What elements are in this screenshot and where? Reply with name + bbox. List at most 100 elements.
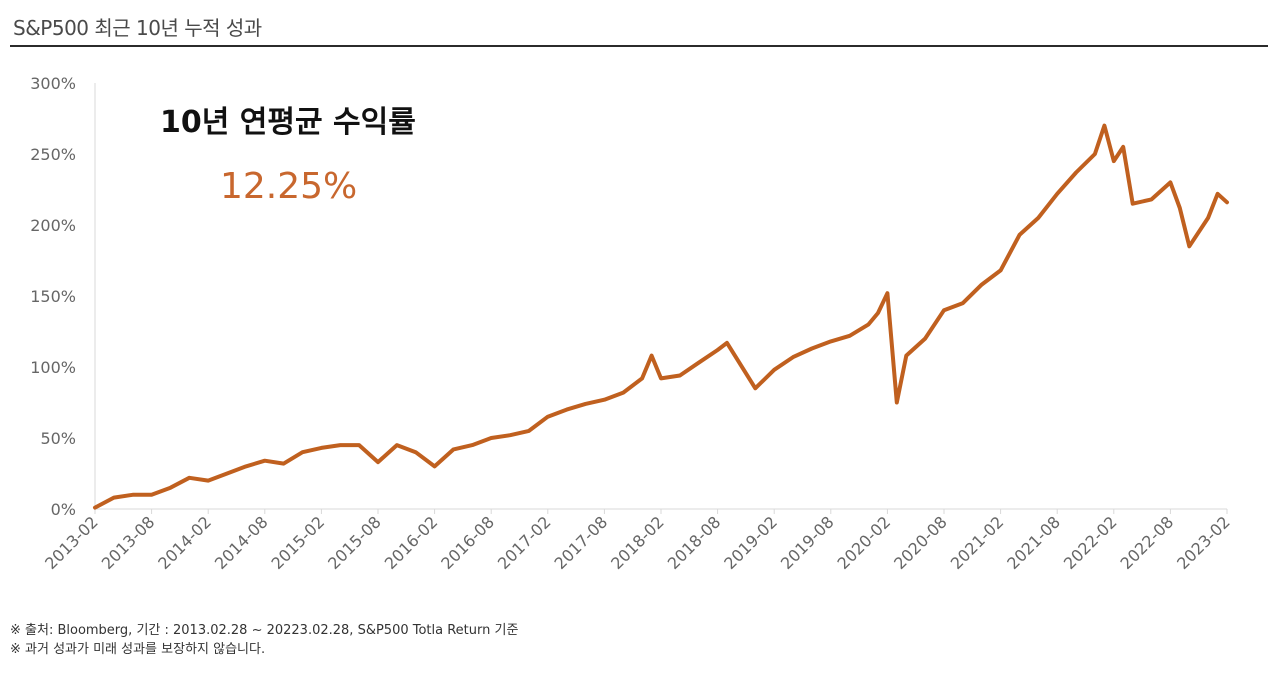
series-group (93, 123, 1229, 510)
data-point (885, 291, 890, 295)
y-tick-label: 0% (51, 500, 76, 519)
data-point (527, 429, 531, 433)
x-tick-label: 2013-02 (41, 512, 102, 573)
x-axis: 2013-022013-082014-022014-082015-022015-… (41, 508, 1234, 573)
data-point (300, 450, 305, 454)
footnote-source: ※ 출처: Bloomberg, 기간 : 2013.02.28 ~ 20223… (10, 623, 519, 638)
cumulative-return-chart: 0% 50% 100% 150% 200% 250% 300% 2013-022013-08… (30, 74, 1234, 573)
x-tick-label: 2017-02 (494, 512, 555, 573)
data-point (395, 443, 399, 447)
x-tick-label: 2021-02 (947, 512, 1008, 573)
highlight-value: 12.25% (220, 166, 357, 207)
data-point (546, 415, 550, 419)
data-point (414, 450, 418, 454)
x-tick-label: 2020-08 (890, 512, 951, 573)
x-tick-label: 2017-08 (551, 512, 612, 573)
data-point (753, 386, 757, 390)
title-divider (10, 45, 1268, 47)
data-point (282, 462, 286, 466)
data-point (263, 459, 267, 463)
data-point (433, 464, 437, 468)
data-point (810, 346, 814, 351)
x-tick-label: 2018-02 (607, 512, 668, 573)
data-point (376, 460, 380, 464)
data-point (131, 493, 135, 497)
x-tick-label: 2022-08 (1117, 512, 1178, 573)
data-point (640, 376, 644, 380)
x-tick-label: 2019-02 (720, 512, 781, 573)
data-point (895, 400, 899, 405)
data-point (791, 355, 795, 359)
data-point (725, 341, 729, 345)
data-point (866, 322, 871, 326)
highlight-label: 10년 연평균 수익률 (160, 105, 416, 140)
x-tick-label: 2016-02 (381, 512, 442, 573)
data-point (1168, 180, 1172, 184)
data-point (206, 479, 210, 483)
x-tick-label: 2020-02 (834, 512, 895, 573)
data-point (1036, 216, 1040, 220)
data-point (357, 443, 361, 447)
data-point (150, 493, 154, 497)
data-point (1131, 202, 1135, 206)
x-tick-label: 2013-08 (98, 512, 159, 573)
data-point (1017, 233, 1022, 237)
data-point (451, 447, 456, 451)
x-tick-label: 2018-08 (664, 512, 725, 573)
data-point (848, 334, 852, 338)
x-tick-label: 2015-02 (268, 512, 329, 573)
data-point (876, 311, 880, 315)
data-point (338, 443, 342, 447)
series-line-0 (93, 123, 1229, 510)
data-point (187, 476, 191, 480)
x-tick-label: 2014-02 (154, 512, 215, 573)
data-point (650, 354, 654, 358)
y-tick-label: 100% (30, 358, 76, 377)
data-point (1216, 192, 1220, 196)
y-tick-label: 50% (40, 429, 76, 448)
data-point (93, 506, 97, 510)
data-point (565, 408, 569, 412)
data-point (489, 436, 493, 440)
y-tick-label: 150% (30, 287, 76, 306)
data-point (583, 402, 588, 406)
x-tick-label: 2015-08 (324, 512, 385, 573)
footnote-disclaimer: ※ 과거 성과가 미래 성과를 보장하지 않습니다. (10, 642, 266, 657)
data-point (470, 443, 474, 447)
data-point (225, 471, 229, 476)
data-point (168, 486, 173, 490)
y-tick-label: 300% (30, 74, 76, 93)
footnotes: ※ 출처: Bloomberg, 기간 : 2013.02.28 ~ 20223… (10, 621, 518, 659)
data-point (1149, 197, 1154, 201)
data-point (1121, 145, 1125, 149)
data-point (980, 283, 984, 287)
x-tick-label: 2022-02 (1060, 512, 1121, 573)
data-point (244, 464, 248, 468)
x-tick-label: 2021-08 (1003, 512, 1064, 573)
data-point (999, 268, 1003, 272)
data-point (1055, 192, 1059, 196)
data-point (772, 368, 776, 372)
data-point (659, 376, 663, 380)
data-point (1187, 244, 1191, 248)
data-point (112, 496, 116, 500)
data-point (1093, 152, 1097, 156)
data-point (904, 354, 908, 358)
y-axis: 0% 50% 100% 150% 200% 250% 300% (30, 74, 96, 519)
data-point (1112, 159, 1116, 163)
data-point (508, 433, 512, 437)
data-point (1225, 200, 1229, 204)
data-point (602, 398, 607, 402)
data-point (319, 446, 323, 450)
y-tick-label: 200% (30, 216, 76, 235)
data-point (942, 308, 946, 312)
x-tick-label: 2016-08 (437, 512, 498, 573)
data-point (621, 391, 625, 395)
page-title: S&P500 최근 10년 누적 성과 (13, 16, 262, 40)
data-point (1102, 124, 1106, 128)
data-point (1178, 206, 1182, 210)
data-point (1206, 216, 1210, 220)
data-point (961, 301, 965, 305)
x-tick-label: 2023-02 (1173, 512, 1234, 573)
data-point (716, 348, 720, 352)
